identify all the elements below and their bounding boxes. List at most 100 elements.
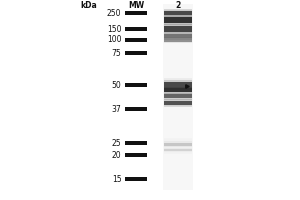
Bar: [164, 89, 192, 90]
Bar: [164, 82, 192, 83]
Bar: [164, 102, 192, 103]
Bar: [164, 21, 192, 22]
Bar: [164, 141, 192, 147]
Bar: [164, 39, 192, 40]
Bar: [164, 31, 192, 32]
Bar: [164, 105, 192, 106]
Bar: [163, 4, 193, 190]
Bar: [164, 139, 192, 140]
Bar: [164, 91, 192, 92]
Bar: [164, 86, 192, 87]
Bar: [164, 151, 192, 152]
Text: 100: 100: [107, 36, 122, 45]
Bar: [164, 22, 192, 23]
Bar: [164, 85, 192, 86]
Bar: [164, 87, 192, 94]
Bar: [164, 98, 192, 99]
Bar: [164, 144, 192, 145]
Bar: [164, 10, 192, 11]
Bar: [124, 177, 147, 181]
Bar: [164, 16, 192, 17]
Text: 37: 37: [112, 104, 122, 114]
Bar: [164, 140, 192, 141]
Bar: [124, 153, 147, 157]
Bar: [164, 97, 192, 98]
Bar: [164, 149, 192, 150]
Bar: [164, 37, 192, 38]
Bar: [124, 38, 147, 42]
Bar: [164, 32, 192, 33]
Bar: [164, 11, 192, 12]
Bar: [164, 142, 192, 146]
Bar: [164, 82, 192, 88]
Bar: [164, 152, 192, 153]
Text: 50: 50: [112, 81, 122, 90]
Bar: [164, 18, 192, 22]
Bar: [164, 94, 192, 95]
Bar: [124, 11, 147, 15]
Bar: [164, 80, 192, 81]
Bar: [164, 103, 192, 104]
Text: 75: 75: [112, 48, 122, 58]
Bar: [164, 24, 192, 25]
Bar: [164, 15, 192, 16]
Bar: [164, 138, 192, 139]
Text: 15: 15: [112, 174, 122, 184]
Bar: [164, 11, 192, 15]
Bar: [164, 142, 192, 143]
Bar: [164, 104, 192, 105]
Bar: [164, 93, 192, 100]
Bar: [164, 87, 192, 88]
Bar: [164, 148, 192, 152]
Bar: [124, 141, 147, 145]
Text: 2: 2: [175, 0, 181, 9]
Bar: [164, 88, 192, 92]
Bar: [164, 13, 192, 14]
Bar: [164, 19, 192, 20]
Text: 25: 25: [112, 138, 122, 148]
Bar: [164, 41, 192, 42]
Bar: [164, 83, 192, 84]
Bar: [164, 101, 192, 105]
Bar: [124, 83, 147, 87]
Bar: [164, 25, 192, 26]
Bar: [164, 150, 192, 151]
Text: 150: 150: [107, 24, 122, 33]
Bar: [164, 141, 192, 142]
Bar: [164, 84, 192, 85]
Bar: [164, 153, 192, 154]
Bar: [164, 88, 192, 89]
Bar: [164, 12, 192, 13]
Bar: [164, 20, 192, 21]
Bar: [164, 27, 192, 28]
Bar: [164, 80, 192, 90]
Bar: [164, 143, 192, 144]
Bar: [164, 26, 192, 32]
Bar: [164, 95, 192, 96]
Bar: [164, 32, 192, 40]
Bar: [164, 26, 192, 27]
Bar: [124, 27, 147, 31]
Bar: [164, 93, 192, 94]
Bar: [164, 79, 192, 80]
Bar: [164, 16, 192, 24]
Bar: [164, 28, 192, 29]
Text: 250: 250: [107, 8, 122, 18]
Bar: [164, 146, 192, 147]
Bar: [164, 94, 192, 98]
Bar: [164, 33, 192, 35]
Bar: [164, 100, 192, 101]
Bar: [164, 37, 192, 43]
Bar: [164, 24, 192, 34]
Bar: [164, 9, 192, 17]
Bar: [164, 38, 192, 39]
Bar: [164, 14, 192, 15]
Text: 20: 20: [112, 150, 122, 160]
Bar: [164, 99, 192, 100]
Bar: [164, 81, 192, 82]
Bar: [164, 99, 192, 107]
Bar: [164, 148, 192, 149]
Text: kDa: kDa: [80, 0, 97, 9]
Bar: [164, 92, 192, 93]
Bar: [164, 78, 192, 79]
